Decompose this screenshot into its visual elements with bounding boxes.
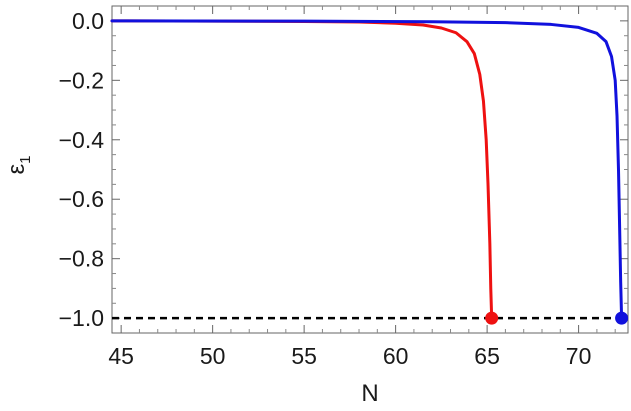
- x-tick-label: 60: [383, 343, 409, 369]
- y-tick-label: −0.2: [59, 67, 104, 93]
- x-tick-label: 70: [566, 343, 592, 369]
- y-tick-label: −0.6: [59, 186, 104, 212]
- series-lines: [110, 19, 624, 320]
- x-axis-title: N: [361, 380, 378, 407]
- y-axis-title-subscript: 1: [17, 155, 34, 163]
- y-tick-label: −1.0: [59, 305, 104, 331]
- plot-frame-border: [111, 5, 629, 334]
- plot-frame: [111, 5, 629, 334]
- series-line-1: [110, 19, 494, 320]
- x-tick-label: 55: [291, 343, 317, 369]
- y-tick-label: −0.8: [59, 246, 104, 272]
- y-axis-title-main: ε: [3, 164, 30, 175]
- series-endpoint-2: [615, 311, 629, 325]
- y-tick-label: 0.0: [72, 8, 104, 34]
- x-tick-label: 65: [474, 343, 500, 369]
- series-endpoints: [485, 311, 629, 325]
- y-axis-title: ε1: [3, 155, 34, 174]
- tick-labels: 45 50 55 60 65 70 0.0 −0.2 −0.4 −0.6 −0.8 −1.0: [59, 8, 592, 369]
- x-tick-label: 45: [108, 343, 134, 369]
- y-tick-label: −0.4: [59, 127, 105, 153]
- x-tick-label: 50: [200, 343, 226, 369]
- series-line-2: [110, 19, 624, 320]
- axis-ticks: [112, 6, 628, 333]
- series-endpoint-1: [485, 311, 499, 325]
- y-axis-title-group: ε1: [3, 155, 34, 174]
